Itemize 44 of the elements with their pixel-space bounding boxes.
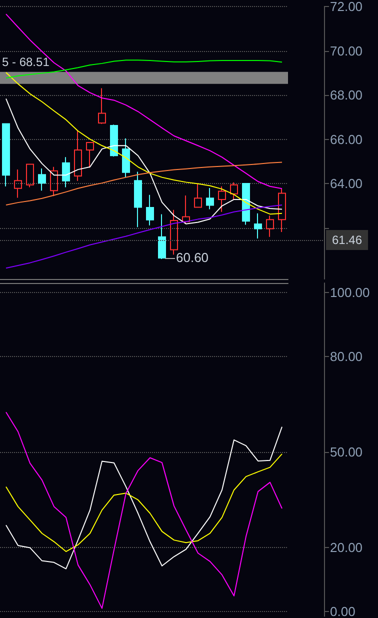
candlestick <box>26 164 34 188</box>
candlestick <box>218 186 226 212</box>
line-series <box>6 412 282 609</box>
line-series <box>6 426 282 570</box>
y-tick-label: 72.00 <box>330 0 363 14</box>
candlestick <box>266 215 274 238</box>
candlestick <box>242 183 250 226</box>
y-tick-label: 50.00 <box>330 444 363 460</box>
y-tick-label: 64.00 <box>330 176 363 192</box>
candlestick <box>62 156 70 188</box>
candlestick <box>38 168 46 192</box>
y-tick-label: 68.00 <box>330 88 363 103</box>
y-tick-label: 70.00 <box>330 43 363 58</box>
candlestick <box>146 194 154 226</box>
y-tick-label: 66.00 <box>330 132 363 147</box>
ref-line-label: 61.46 <box>332 233 362 248</box>
candlestick <box>182 194 190 224</box>
y-tick-label: 20.00 <box>330 540 363 556</box>
candlestick <box>98 88 106 124</box>
line-series <box>6 72 282 215</box>
line-series <box>6 204 282 269</box>
candlestick <box>110 124 118 157</box>
candlestick <box>86 142 94 168</box>
candlestick <box>158 214 166 260</box>
candlestick <box>206 187 214 210</box>
y-tick-label: 0.00 <box>330 604 356 618</box>
candlestick <box>278 188 286 233</box>
line-series <box>6 162 282 206</box>
y-tick-label: 80.00 <box>330 348 363 364</box>
candlestick <box>254 212 262 239</box>
candlestick <box>74 130 82 182</box>
candlestick <box>50 166 58 197</box>
line-series <box>6 98 282 224</box>
candlestick <box>2 123 10 187</box>
candlestick <box>194 183 202 208</box>
y-tick-label: 100.00 <box>330 285 370 300</box>
candlestick <box>14 169 22 198</box>
candlestick <box>170 209 178 256</box>
candlestick <box>134 171 142 228</box>
candlestick <box>122 138 130 178</box>
annotation: 60.60 <box>176 250 209 266</box>
candlestick <box>230 182 238 200</box>
line-series <box>6 453 282 552</box>
band-label: 5 - 68.51 <box>2 54 50 69</box>
